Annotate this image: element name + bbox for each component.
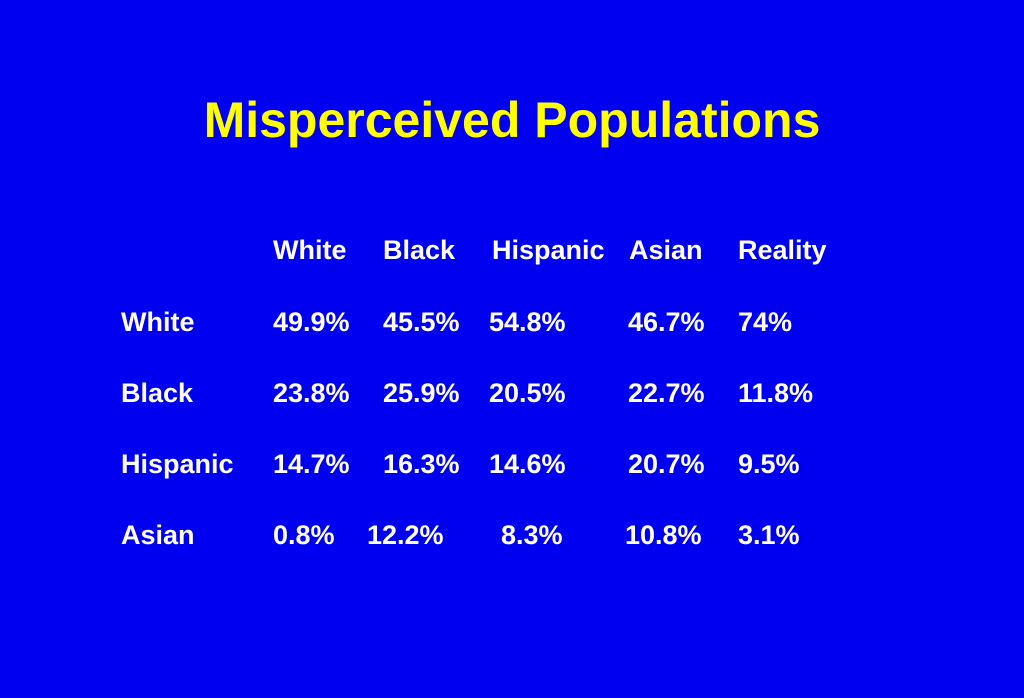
row-label-white: White <box>121 307 195 337</box>
table-cell: 23.8% <box>273 378 350 408</box>
table-cell: 10.8% <box>625 520 702 550</box>
table-cell: 9.5% <box>738 449 800 479</box>
table-cell: 45.5% <box>383 307 460 337</box>
column-header-black: Black <box>383 235 456 265</box>
column-header-white: White <box>273 235 347 265</box>
table-cell: 46.7% <box>628 307 705 337</box>
table-cell: 11.8% <box>738 378 814 408</box>
table-cell: 14.6% <box>489 449 566 479</box>
column-header-asian: Asian <box>629 235 703 265</box>
row-label-asian: Asian <box>121 520 195 550</box>
table-cell: 12.2% <box>367 520 444 550</box>
table-cell: 20.7% <box>628 449 705 479</box>
table-cell: 14.7% <box>273 449 350 479</box>
table-cell: 0.8% <box>273 520 335 550</box>
table-cell: 8.3% <box>501 520 563 550</box>
table-cell: 3.1% <box>738 520 800 550</box>
slide-title: Misperceived Populations <box>203 92 821 148</box>
column-header-reality: Reality <box>738 235 827 265</box>
row-label-hispanic: Hispanic <box>121 449 234 479</box>
table-cell: 20.5% <box>489 378 566 408</box>
table-cell: 49.9% <box>273 307 350 337</box>
table-cell: 25.9% <box>383 378 460 408</box>
table-cell: 22.7% <box>628 378 705 408</box>
column-header-hispanic: Hispanic <box>492 235 605 265</box>
row-label-black: Black <box>121 378 194 408</box>
table-cell: 74% <box>738 307 793 337</box>
table-cell: 54.8% <box>489 307 566 337</box>
table-cell: 16.3% <box>383 449 460 479</box>
